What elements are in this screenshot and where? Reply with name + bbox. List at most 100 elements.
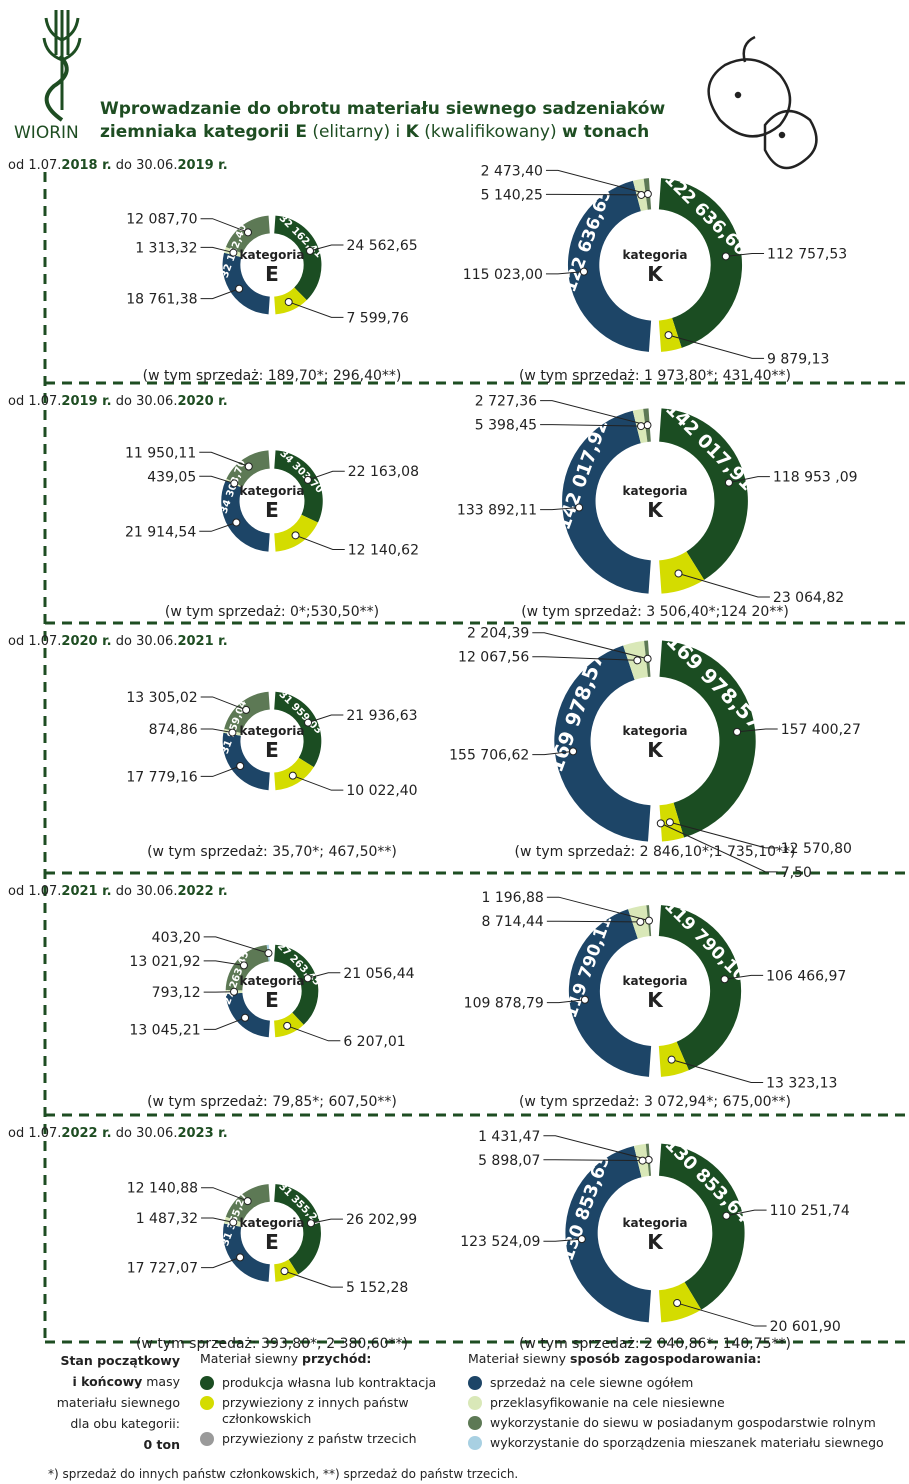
donut-chart: 122 636,66122 636,65kategoriaK112 757,53… bbox=[463, 163, 847, 384]
leader-dot bbox=[305, 719, 312, 726]
value-label: 17 779,16 bbox=[126, 769, 197, 785]
period-part: do 30.06. bbox=[112, 394, 178, 409]
period-part: do 30.06. bbox=[112, 158, 178, 173]
value-label: 12 140,88 bbox=[127, 1181, 198, 1197]
ring-total: 169 978,57 bbox=[662, 629, 767, 734]
value-label: 26 202,99 bbox=[346, 1212, 417, 1228]
leader-dot bbox=[578, 1236, 585, 1243]
leader-dot bbox=[230, 1219, 237, 1226]
leader-dot bbox=[304, 476, 311, 483]
legend-heading-part: Materiał siewny bbox=[468, 1351, 570, 1366]
center-label: kategoria bbox=[623, 1216, 688, 1230]
value-label: 2 727,36 bbox=[475, 394, 537, 410]
leader-dot bbox=[721, 976, 728, 983]
leader-dot bbox=[307, 247, 314, 254]
leader-dot bbox=[304, 975, 311, 982]
value-label: 106 466,97 bbox=[766, 968, 846, 984]
value-label: 12 087,70 bbox=[126, 212, 197, 228]
stock-note-part: materiału siewnego bbox=[57, 1395, 180, 1410]
ring-total: 119 790,10 bbox=[660, 896, 750, 986]
center-label: kategoria bbox=[240, 484, 305, 498]
value-label: 1 431,47 bbox=[478, 1129, 540, 1145]
leader-dot bbox=[576, 504, 583, 511]
leader-dot bbox=[236, 285, 243, 292]
sections: od 1.07.2018 r. do 30.06.2019 r.od 1.07.… bbox=[8, 158, 909, 1352]
leader-dot bbox=[292, 532, 299, 539]
center-letter: E bbox=[265, 988, 279, 1012]
leader-dot bbox=[668, 1056, 675, 1063]
period-part: do 30.06. bbox=[112, 634, 178, 649]
period-part: 2020 r. bbox=[177, 394, 227, 409]
infographic: WIORIN Wprowadzanie do obrotu materiału … bbox=[0, 0, 909, 1484]
period-part: 2019 r. bbox=[177, 158, 227, 173]
value-label: 5 398,45 bbox=[475, 418, 537, 434]
stock-note: 0 ton bbox=[143, 1437, 180, 1452]
leader-dot bbox=[284, 1022, 291, 1029]
period-part: od 1.07. bbox=[8, 1126, 61, 1141]
leader-dot bbox=[634, 657, 641, 664]
leader-dot bbox=[244, 229, 251, 236]
legend-swatch bbox=[468, 1376, 482, 1390]
center-letter: E bbox=[265, 262, 279, 286]
center-letter: E bbox=[265, 498, 279, 522]
leader-dot bbox=[237, 1254, 244, 1261]
leader-dot bbox=[723, 1212, 730, 1219]
value-label: 13 323,13 bbox=[766, 1076, 837, 1092]
leader-dot bbox=[245, 463, 252, 470]
period-part: do 30.06. bbox=[112, 1126, 178, 1141]
value-label: 115 023,00 bbox=[463, 267, 543, 283]
sales-note: (w tym sprzedaż: 1 973,80*; 431,40**) bbox=[519, 368, 791, 384]
stock-note: Stan początkowy bbox=[60, 1353, 180, 1368]
period-part: 2021 r. bbox=[61, 884, 111, 899]
stock-note-part: 0 ton bbox=[143, 1437, 180, 1452]
center-label: kategoria bbox=[623, 974, 688, 988]
donut-chart: 169 978,57169 978,57kategoriaK157 400,27… bbox=[449, 626, 861, 881]
leader-dot bbox=[580, 268, 587, 275]
period-part: od 1.07. bbox=[8, 158, 61, 173]
value-label: 21 056,44 bbox=[343, 966, 414, 982]
leader-dot bbox=[237, 762, 244, 769]
center-letter: K bbox=[647, 262, 664, 286]
period-part: od 1.07. bbox=[8, 634, 61, 649]
leader-dot bbox=[581, 996, 588, 1003]
period-label: od 1.07.2019 r. do 30.06.2020 r. bbox=[8, 394, 228, 409]
footnote: *) sprzedaż do innych państw członkowski… bbox=[48, 1467, 518, 1481]
value-label: 5 152,28 bbox=[346, 1280, 408, 1296]
value-label: 18 761,38 bbox=[126, 292, 197, 308]
value-label: 1 487,32 bbox=[136, 1211, 198, 1227]
page: WIORIN Wprowadzanie do obrotu materiału … bbox=[0, 0, 909, 1484]
title-part: (elitarny) i bbox=[307, 122, 406, 142]
legend-item: sprzedaż na cele siewne ogółem bbox=[490, 1375, 693, 1390]
leader-dot bbox=[637, 918, 644, 925]
legend-item: przeklasyfikowanie na cele niesiewne bbox=[490, 1395, 725, 1410]
stock-note: materiału siewnego bbox=[57, 1395, 180, 1410]
title-part: ziemniaka kategorii bbox=[100, 122, 295, 142]
value-label: 13 021,92 bbox=[129, 954, 200, 970]
center-label: kategoria bbox=[240, 1216, 305, 1230]
value-label: 5 898,07 bbox=[478, 1153, 540, 1169]
donut-chart: 27 263,4527 263,45kategoriaE21 056,446 2… bbox=[129, 930, 414, 1110]
potato-icon bbox=[709, 37, 817, 168]
value-label: 10 022,40 bbox=[346, 783, 417, 799]
period-part: 2022 r. bbox=[61, 1126, 111, 1141]
leader-dot bbox=[289, 772, 296, 779]
value-label: 1 313,32 bbox=[135, 240, 197, 256]
value-label: 2 473,40 bbox=[481, 163, 543, 179]
leader-dot bbox=[638, 191, 645, 198]
period-label: od 1.07.2021 r. do 30.06.2022 r. bbox=[8, 884, 228, 899]
legend-swatch bbox=[200, 1396, 214, 1410]
center-letter: E bbox=[265, 1230, 279, 1254]
leader-dot bbox=[644, 655, 651, 662]
value-label: 11 950,11 bbox=[125, 445, 196, 461]
legend-item: członkowskich bbox=[222, 1411, 311, 1426]
legend-heading-part: Materiał siewny bbox=[200, 1351, 302, 1366]
period-part: 2019 r. bbox=[61, 394, 111, 409]
leader-dot bbox=[675, 570, 682, 577]
sales-note: (w tym sprzedaż: 3 506,40*;124 20**) bbox=[521, 604, 789, 620]
period-label: od 1.07.2018 r. do 30.06.2019 r. bbox=[8, 158, 228, 173]
value-label: 9 879,13 bbox=[767, 351, 829, 367]
title-part: K bbox=[406, 122, 420, 142]
